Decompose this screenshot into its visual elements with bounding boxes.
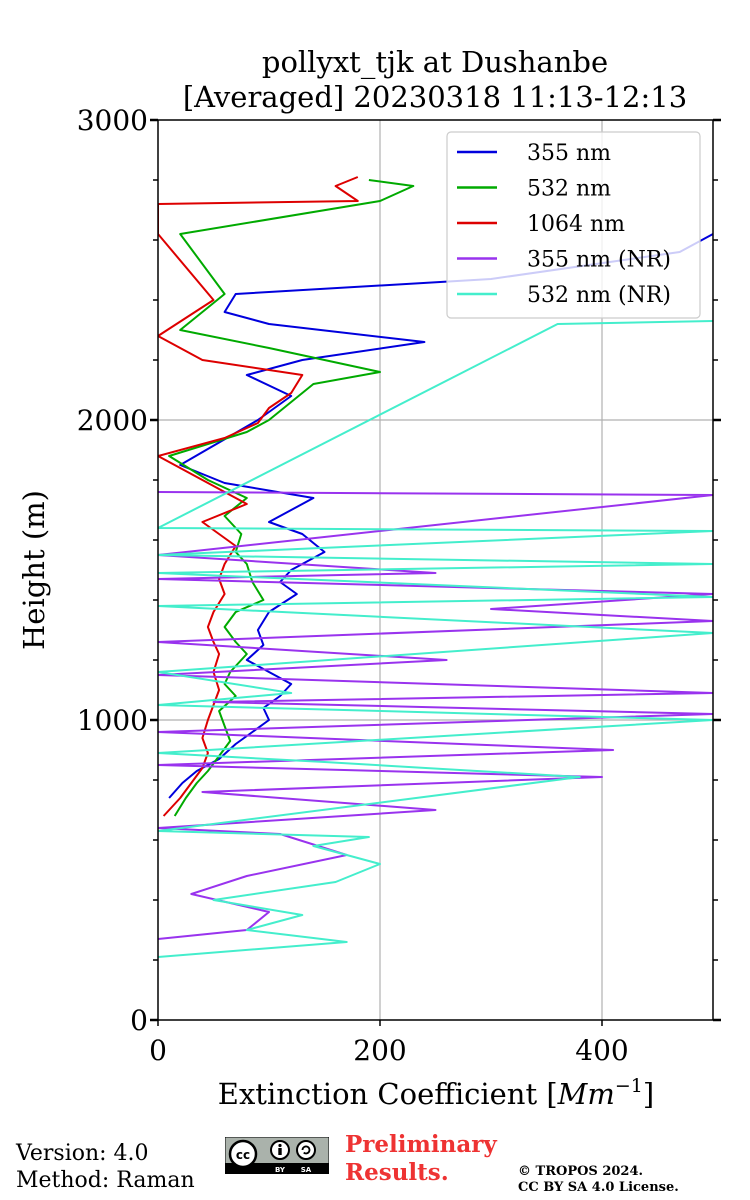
legend-box [446, 131, 701, 319]
version-method-text: Version: 4.0 Method: Raman [16, 1140, 195, 1194]
cc-by-sa-badge: cc BY SA [225, 1137, 329, 1174]
y-tick-label: 0 [130, 1004, 148, 1037]
extinction-profile-chart: pollyxt_tjk at Dushanbe [Averaged] 20230… [17, 45, 721, 1111]
svg-text:SA: SA [301, 1166, 312, 1174]
x-tick-label: 400 [575, 1034, 628, 1067]
copyright-text: © TROPOS 2024. CC BY SA 4.0 License. [518, 1164, 679, 1196]
y-axis-label: Height (m) [17, 490, 51, 650]
copyright-line2: CC BY SA 4.0 License. [518, 1180, 679, 1195]
x-axis-label: Extinction Coefficient [Mm−1] [218, 1075, 654, 1111]
svg-text:cc: cc [236, 1148, 250, 1162]
y-tick-label: 2000 [77, 404, 148, 437]
y-tick-label: 1000 [77, 704, 148, 737]
svg-text:BY: BY [275, 1166, 286, 1174]
chart-title-line2: [Averaged] 20230318 11:13-12:13 [183, 80, 687, 114]
preliminary-line1: Preliminary [345, 1131, 497, 1158]
legend-label: 532 nm (NR) [527, 283, 671, 308]
sa-icon [296, 1140, 316, 1160]
y-tick-label: 3000 [77, 104, 148, 137]
legend-label: 532 nm [527, 177, 611, 202]
legend-label: 1064 nm [527, 212, 625, 237]
series-line-355-nm-nr [158, 491, 713, 940]
series-lines [158, 176, 713, 958]
axis-ticks: 0 200 400 0 1000 2000 3000 [77, 104, 721, 1067]
legend-label: 355 nm [527, 141, 611, 166]
preliminary-results-text: Preliminary Results. [345, 1131, 497, 1187]
x-tick-label: 200 [353, 1034, 406, 1067]
chart-title-line1: pollyxt_tjk at Dushanbe [262, 45, 608, 80]
version-label: Version: 4.0 [16, 1141, 149, 1166]
series-line-532-nm-nr [158, 320, 713, 958]
series-line-532-nm [168, 179, 415, 817]
plot-frame [157, 119, 714, 1021]
preliminary-line2: Results. [345, 1159, 449, 1186]
legend-label: 355 nm (NR) [527, 248, 671, 273]
copyright-line1: © TROPOS 2024. [518, 1164, 644, 1179]
x-tick-label: 0 [149, 1034, 167, 1067]
legend: 355 nm 532 nm 1064 nm 355 nm (NR) 532 nm (NR… [446, 131, 701, 319]
cc-icon [228, 1139, 258, 1169]
method-label: Method: Raman [16, 1168, 195, 1193]
